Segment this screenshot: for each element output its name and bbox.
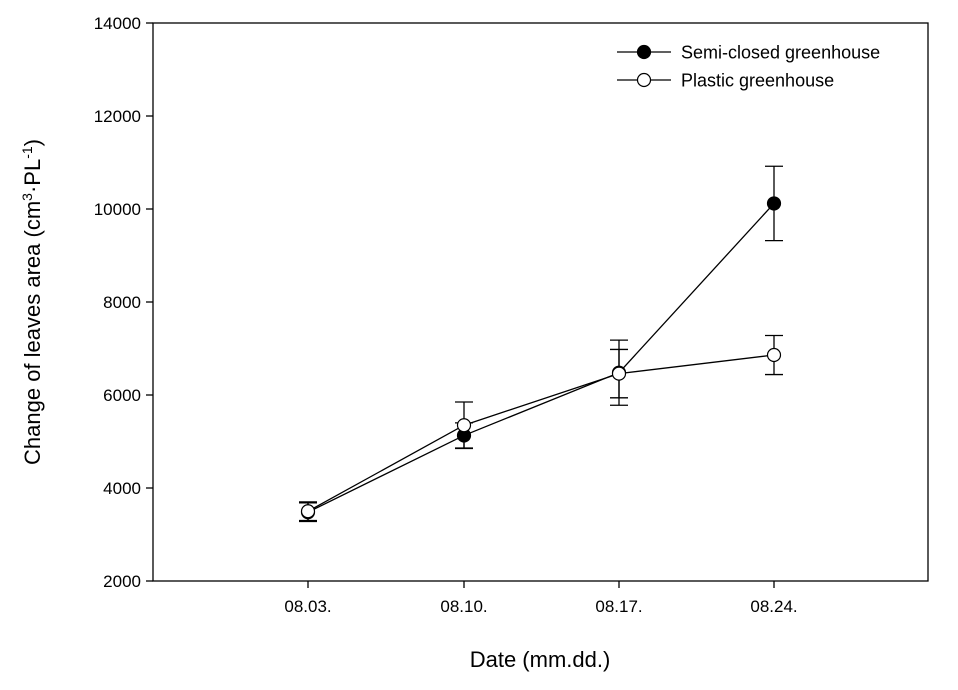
y-axis-title-sup1: 3 — [19, 193, 35, 201]
x-tick-label: 08.17. — [595, 597, 642, 616]
series-1 — [299, 334, 783, 522]
series-line — [307, 202, 775, 513]
series-0 — [299, 165, 783, 523]
y-axis: 2000 4000 6000 8000 10000 12000 14000 — [94, 14, 153, 591]
y-axis-title-mid: ·PL — [20, 159, 45, 193]
x-tick-label: 08.03. — [284, 597, 331, 616]
data-point — [300, 504, 316, 519]
y-tick-label: 14000 — [94, 14, 141, 33]
series-layer — [299, 165, 783, 523]
y-tick-label: 12000 — [94, 107, 141, 126]
x-axis: 08.03. 08.10. 08.17. 08.24. — [284, 581, 798, 616]
x-tick-label: 08.24. — [750, 597, 797, 616]
x-tick-label: 08.10. — [440, 597, 487, 616]
legend-marker-semi-closed — [636, 44, 652, 60]
data-point — [766, 347, 782, 363]
series-line — [307, 354, 775, 512]
legend-marker-plastic — [636, 72, 652, 88]
legend-label-plastic: Plastic greenhouse — [681, 71, 834, 91]
y-axis-title: Change of leaves area (cm3·PL-1) — [19, 139, 45, 465]
y-axis-title-close: ) — [20, 139, 45, 146]
y-axis-title-main: Change of leaves area (cm — [20, 201, 45, 465]
y-tick-label: 6000 — [103, 386, 141, 405]
plot-frame — [152, 22, 929, 582]
y-tick-label: 4000 — [103, 479, 141, 498]
data-point — [766, 196, 782, 211]
y-axis-title-sup2: -1 — [19, 146, 35, 159]
y-tick-label: 8000 — [103, 293, 141, 312]
data-point — [611, 366, 627, 381]
data-point — [456, 418, 472, 433]
legend-label-semi-closed: Semi-closed greenhouse — [681, 43, 880, 63]
y-tick-label: 10000 — [94, 200, 141, 219]
legend: Semi-closed greenhouse Plastic greenhous… — [617, 43, 880, 91]
y-tick-label: 2000 — [103, 572, 141, 591]
x-axis-title: Date (mm.dd.) — [470, 647, 611, 672]
